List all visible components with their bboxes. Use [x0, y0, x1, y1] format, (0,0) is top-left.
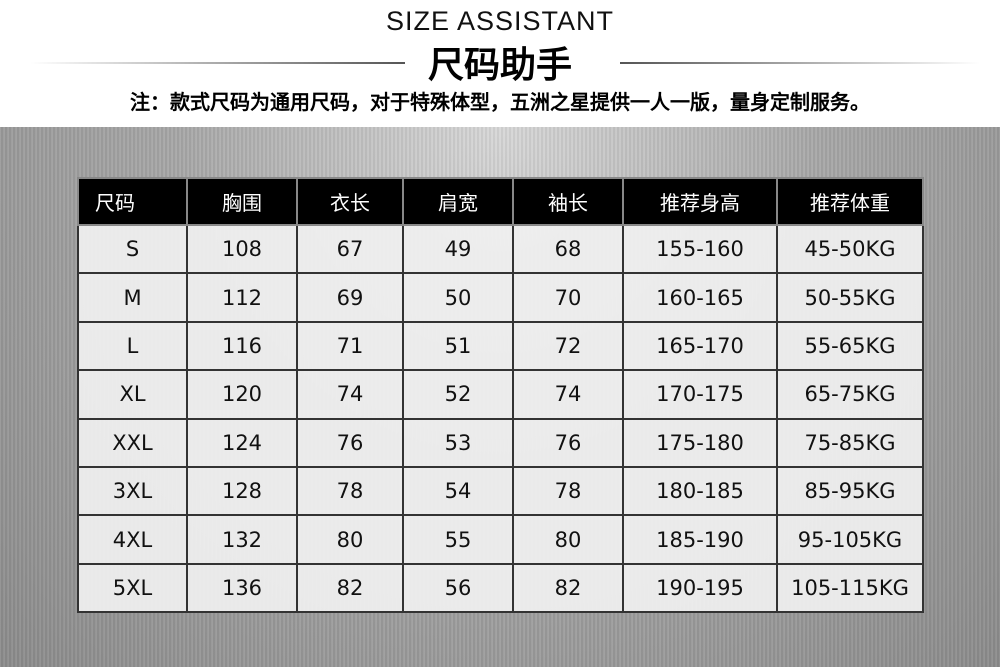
title-english: SIZE ASSISTANT [385, 6, 615, 36]
table-cell: 108 [186, 223, 298, 275]
column-header: 肩宽 [402, 177, 514, 226]
table-cell: XL [77, 369, 188, 420]
column-header: 袖长 [512, 177, 624, 226]
table-cell: 49 [402, 223, 514, 275]
table-cell: 76 [296, 417, 404, 468]
table-cell: 185-190 [622, 514, 778, 565]
table-cell: 80 [512, 514, 624, 565]
table-cell: 112 [186, 272, 298, 323]
table-row: 4XL 132 80 55 80 185-190 95-105KG [77, 514, 924, 565]
table-cell: 76 [512, 417, 624, 468]
table-row: XXL 124 76 53 76 175-180 75-85KG [77, 417, 924, 468]
table-cell: 82 [512, 562, 624, 614]
table-cell: 105-115KG [776, 562, 924, 614]
table-cell: 72 [512, 320, 624, 372]
header-area: SIZE ASSISTANT 尺码助手 注：款式尺码为通用尺码，对于特殊体型，五… [0, 0, 1000, 127]
title-chinese: 尺码助手 [427, 44, 572, 86]
table-cell: 5XL [77, 562, 188, 614]
table-cell: 170-175 [622, 369, 778, 420]
table-cell: 78 [512, 465, 624, 517]
table-cell: 71 [296, 320, 404, 372]
table-cell: 55-65KG [776, 320, 924, 372]
table-cell: 75-85KG [776, 417, 924, 468]
table-cell: 190-195 [622, 562, 778, 614]
table-cell: 4XL [77, 514, 188, 565]
table-row: M 112 69 50 70 160-165 50-55KG [77, 272, 924, 323]
table-cell: 120 [186, 369, 298, 420]
size-table: 尺码 胸围 衣长 肩宽 袖长 推荐身高 推荐体重 S 108 67 49 68 155-160 45-5… [77, 177, 924, 614]
table-row: 3XL 128 78 54 78 180-185 85-95KG [77, 465, 924, 517]
divider-left [30, 62, 405, 64]
table-cell: 74 [296, 369, 404, 420]
table-cell: 165-170 [622, 320, 778, 372]
table-cell: 80 [296, 514, 404, 565]
table-header-row: 尺码 胸围 衣长 肩宽 袖长 推荐身高 推荐体重 [77, 177, 924, 226]
table-cell: 50 [402, 272, 514, 323]
column-header: 尺码 [77, 177, 188, 226]
table-cell: 3XL [77, 465, 188, 517]
table-cell: 155-160 [622, 223, 778, 275]
table-row: L 116 71 51 72 165-170 55-65KG [77, 320, 924, 372]
table-cell: 128 [186, 465, 298, 517]
column-header: 衣长 [296, 177, 404, 226]
table-cell: 53 [402, 417, 514, 468]
table-cell: 74 [512, 369, 624, 420]
table-cell: 95-105KG [776, 514, 924, 565]
column-header: 推荐体重 [776, 177, 924, 226]
divider-right [620, 62, 980, 64]
table-cell: 67 [296, 223, 404, 275]
table-cell: XXL [77, 417, 188, 468]
table-row: 5XL 136 82 56 82 190-195 105-115KG [77, 562, 924, 614]
table-cell: 85-95KG [776, 465, 924, 517]
table-cell: 160-165 [622, 272, 778, 323]
table-cell: 65-75KG [776, 369, 924, 420]
table-cell: 124 [186, 417, 298, 468]
table-cell: 116 [186, 320, 298, 372]
table-cell: 50-55KG [776, 272, 924, 323]
table-cell: M [77, 272, 188, 323]
table-cell: 68 [512, 223, 624, 275]
table-cell: 180-185 [622, 465, 778, 517]
table-cell: 69 [296, 272, 404, 323]
table-cell: 70 [512, 272, 624, 323]
table-cell: 82 [296, 562, 404, 614]
table-cell: 78 [296, 465, 404, 517]
table-row: S 108 67 49 68 155-160 45-50KG [77, 223, 924, 275]
table-cell: 54 [402, 465, 514, 517]
table-cell: 56 [402, 562, 514, 614]
table-cell: 45-50KG [776, 223, 924, 275]
table-cell: L [77, 320, 188, 372]
size-note: 注：款式尺码为通用尺码，对于特殊体型，五洲之星提供一人一版，量身定制服务。 [130, 90, 870, 114]
table-cell: 51 [402, 320, 514, 372]
table-cell: 52 [402, 369, 514, 420]
table-cell: S [77, 223, 188, 275]
table-cell: 132 [186, 514, 298, 565]
column-header: 推荐身高 [622, 177, 778, 226]
table-row: XL 120 74 52 74 170-175 65-75KG [77, 369, 924, 420]
table-cell: 55 [402, 514, 514, 565]
table-cell: 175-180 [622, 417, 778, 468]
table-cell: 136 [186, 562, 298, 614]
column-header: 胸围 [186, 177, 298, 226]
